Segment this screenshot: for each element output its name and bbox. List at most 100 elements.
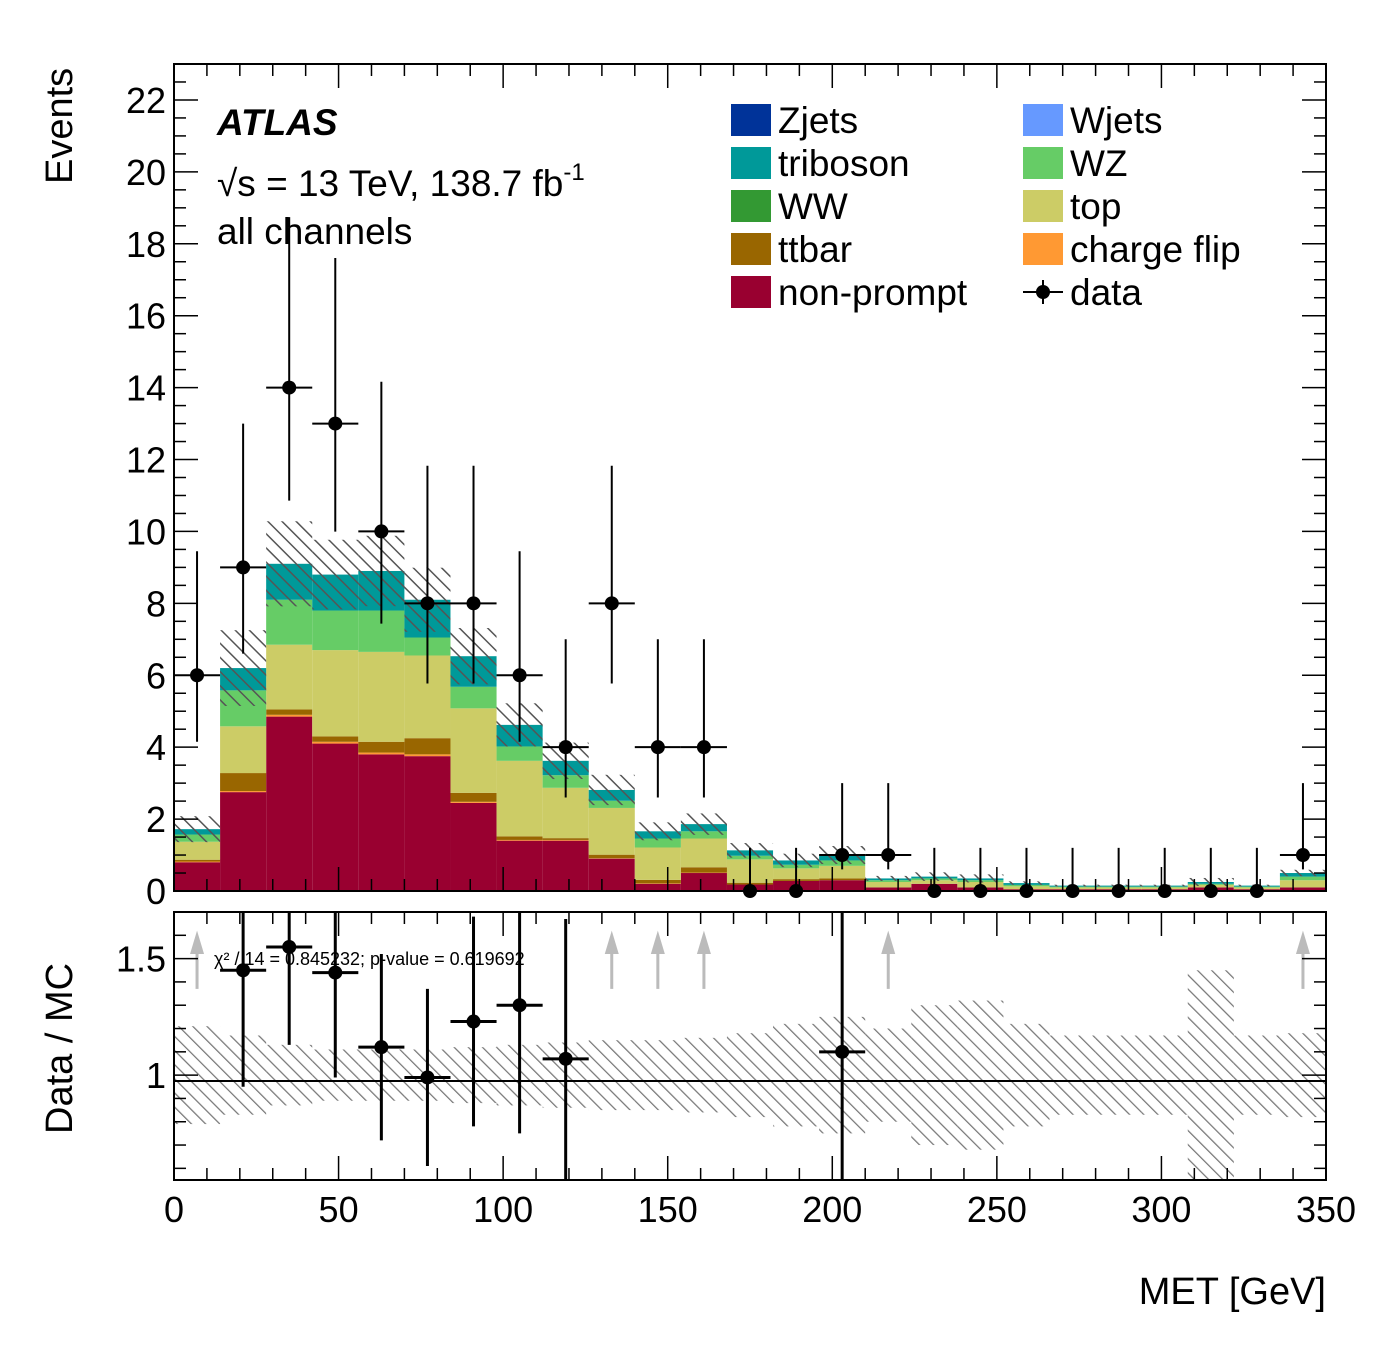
legend-label: non-prompt — [778, 272, 968, 313]
bar-top-15 — [865, 882, 912, 888]
bar-ttbar-11 — [680, 867, 727, 873]
legend-label: charge flip — [1070, 229, 1241, 270]
x-tick-label: 100 — [473, 1189, 533, 1230]
ratio-unc-22 — [1187, 970, 1234, 1180]
legend-label: data — [1070, 272, 1142, 313]
bar-ttbar-10 — [634, 879, 681, 884]
ratio-axis-ticks — [173, 911, 1327, 1180]
ratio-point-1 — [220, 912, 267, 1087]
ratio-marker-2 — [282, 939, 297, 954]
ratio-unc-17 — [957, 1000, 1004, 1150]
ratio-marker-3 — [328, 965, 343, 980]
bar-ttbar-8 — [542, 838, 589, 840]
bar-ttbar-0 — [174, 859, 221, 862]
ratio-point-8 — [542, 918, 589, 1180]
ratio-y-tick-label: 1.5 — [116, 939, 166, 980]
data-point-10 — [634, 639, 681, 798]
ratio-unc-20 — [1095, 1035, 1142, 1115]
ratio-marker-14 — [835, 1044, 850, 1059]
y-tick-label: 4 — [146, 727, 166, 768]
data-marker-9 — [604, 596, 619, 611]
legend-swatch — [731, 276, 771, 308]
offscale-arrow-head — [650, 930, 665, 954]
bar-charge-flip-5 — [404, 754, 451, 757]
ratio-y-tick-labels: 11.5 — [116, 939, 166, 1097]
data-marker-2 — [282, 380, 297, 395]
y-tick-label: 0 — [146, 871, 166, 912]
ratio-y-axis-title: Data / MC — [39, 963, 81, 1134]
data-marker-8 — [558, 740, 573, 755]
unc-band-11 — [680, 813, 727, 835]
bar-WZ-15 — [865, 880, 912, 883]
main-y-tick-labels: 0 2 4 6 8 10 12 14 16 18 20 22 — [126, 80, 166, 912]
bar-non-prompt-15 — [865, 887, 912, 891]
unc-band-9 — [588, 774, 635, 806]
y-tick-label: 18 — [126, 224, 166, 265]
bar-non-prompt-14 — [819, 880, 866, 891]
bar-non-prompt-10 — [634, 883, 681, 891]
bar-top-1 — [220, 726, 267, 774]
bar-non-prompt-1 — [220, 792, 267, 891]
bar-charge-flip-1 — [220, 791, 267, 793]
ratio-unc-9 — [588, 1040, 635, 1111]
data-marker-7 — [512, 668, 527, 683]
bar-top-24 — [1279, 880, 1326, 888]
energy-lumi-label: √s = 13 TeV, 138.7 fb-1 — [217, 159, 585, 204]
x-tick-label: 250 — [967, 1189, 1027, 1230]
bar-non-prompt-6 — [450, 802, 497, 891]
bar-charge-flip-8 — [542, 839, 589, 841]
ratio-point-14 — [819, 912, 866, 1180]
unc-band-2 — [266, 521, 313, 607]
ratio-marker-8 — [558, 1051, 573, 1066]
bar-WZ-2 — [266, 599, 313, 645]
y-tick-label: 14 — [126, 368, 166, 409]
y-tick-label: 22 — [126, 80, 166, 121]
data-point-2 — [266, 217, 313, 501]
data-point-8 — [542, 639, 589, 798]
ratio-point-6 — [450, 916, 497, 1127]
legend-swatch — [1023, 190, 1063, 222]
ratio-y-tick-label: 1 — [146, 1055, 166, 1096]
unc-band-24 — [1279, 869, 1326, 877]
bar-ttbar-1 — [220, 773, 267, 792]
bar-charge-flip-4 — [358, 752, 405, 755]
data-marker-3 — [328, 416, 343, 431]
y-tick-label: 8 — [146, 583, 166, 624]
y-axis-title: Events — [39, 68, 81, 184]
ratio-unc-13 — [773, 1023, 820, 1127]
ratio-point-7 — [496, 912, 543, 1134]
bar-top-0 — [174, 841, 221, 860]
ratio-marker-7 — [512, 998, 527, 1013]
legend-entry-non-prompt: non-prompt — [731, 272, 968, 313]
bar-non-prompt-8 — [542, 840, 589, 891]
data-point-0 — [174, 551, 221, 742]
main-axis-ticks — [173, 63, 1327, 892]
chi2-label: χ² / 14 = 0.845232; p-value = 0.619692 — [214, 949, 525, 969]
data-point-24 — [1279, 783, 1326, 870]
bar-WZ-24 — [1279, 876, 1326, 881]
ratio-marker-6 — [466, 1014, 481, 1029]
bar-ttbar-2 — [266, 709, 313, 715]
bar-top-9 — [588, 807, 635, 855]
bar-ttbar-9 — [588, 854, 635, 859]
legend-entry-data: data — [1023, 272, 1142, 313]
energy-label: √s = 13 TeV, 138.7 fb — [217, 163, 563, 204]
offscale-arrow-head — [1295, 930, 1310, 954]
legend-swatch — [1023, 104, 1063, 136]
x-tick-label: 0 — [164, 1189, 184, 1230]
offscale-arrow-11 — [696, 930, 711, 989]
ratio-marker-1 — [236, 963, 251, 978]
data-marker-15 — [881, 848, 896, 863]
data-point-14 — [819, 783, 866, 870]
legend-data-marker — [1036, 285, 1050, 299]
bar-non-prompt-2 — [266, 716, 313, 891]
ratio-frame — [173, 911, 1327, 1181]
data-point-9 — [588, 465, 635, 684]
offscale-arrow-head — [881, 930, 896, 954]
y-tick-label: 12 — [126, 440, 166, 481]
data-point-5 — [404, 465, 451, 684]
stacked-histogram — [174, 563, 1326, 891]
legend-swatch — [1023, 147, 1063, 179]
data-marker-14 — [835, 848, 850, 863]
